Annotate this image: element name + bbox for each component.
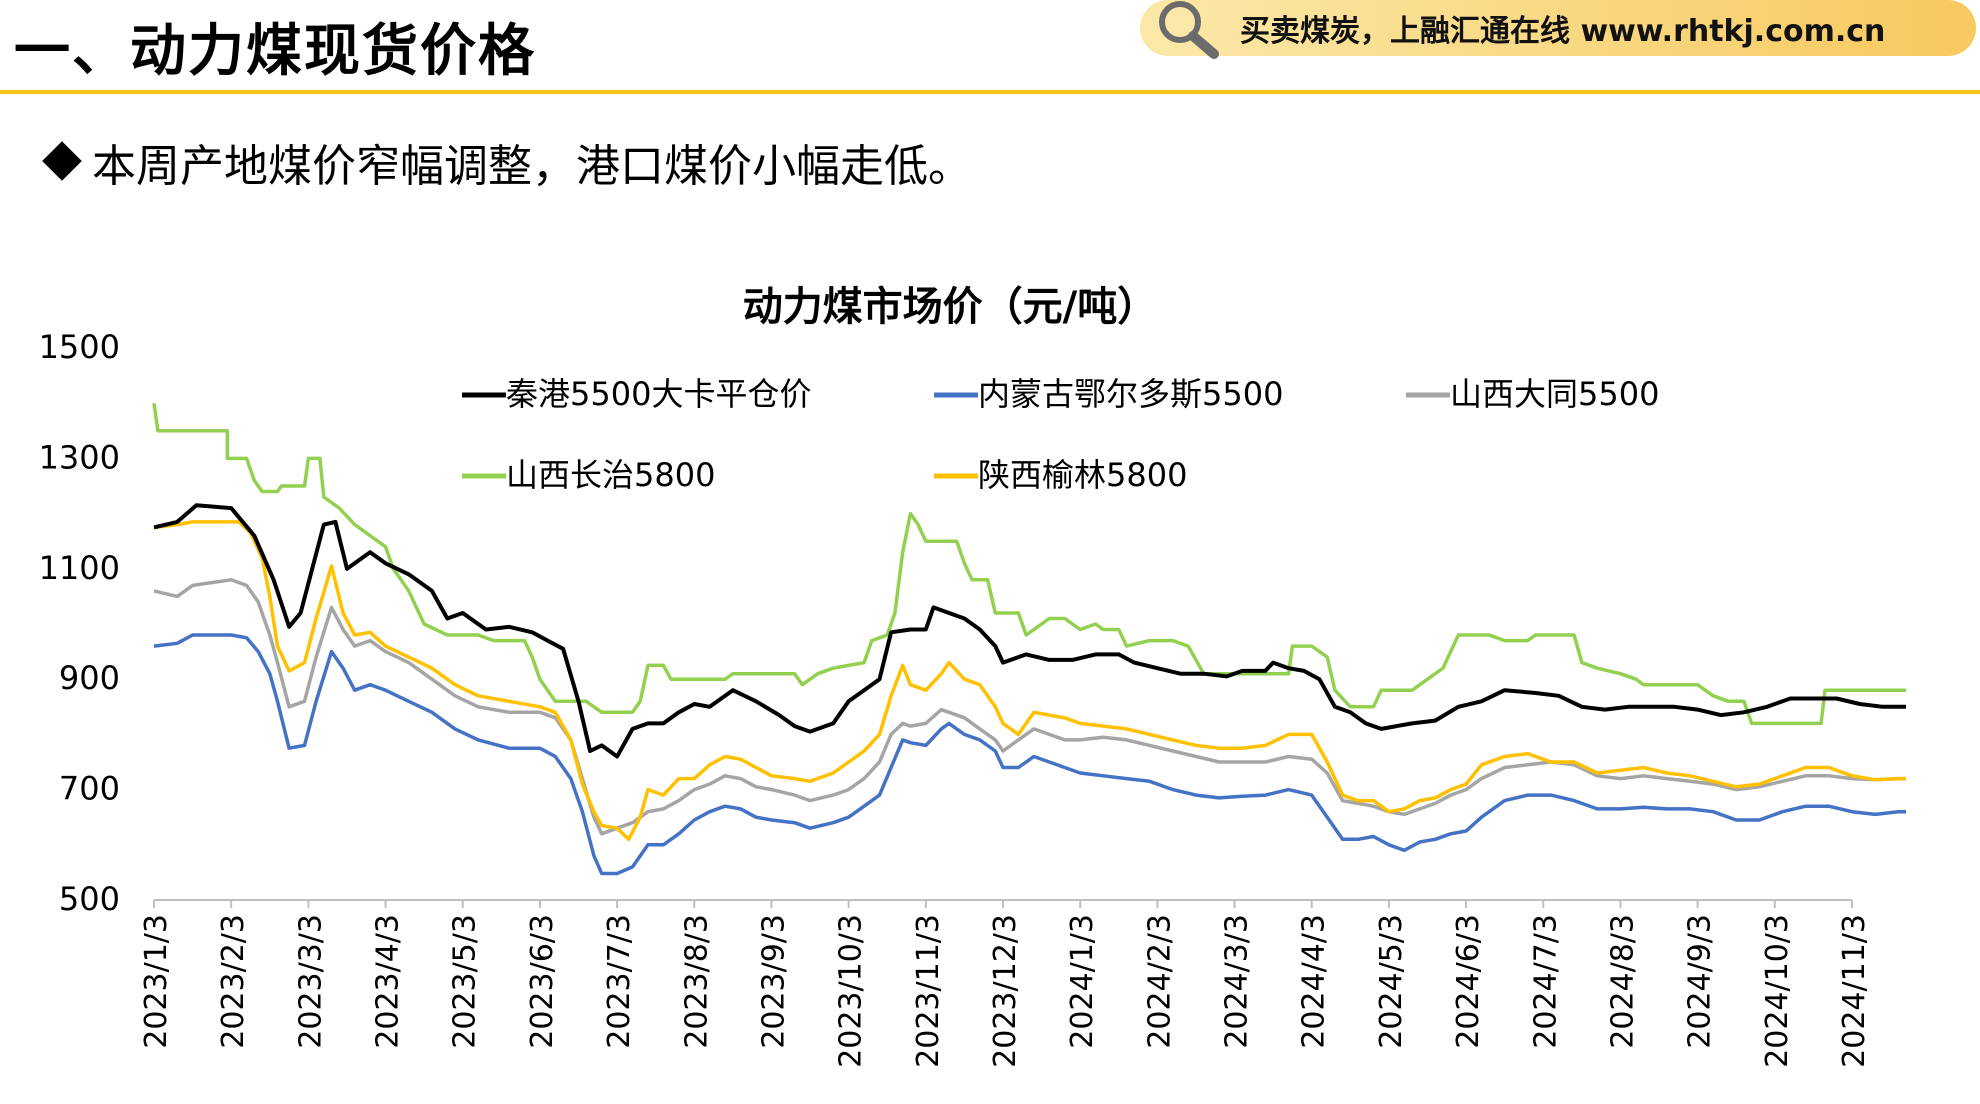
x-tick-label: 2023/5/3 [448, 914, 483, 1049]
series-lines [152, 402, 1906, 876]
page-title: 一、动力煤现货价格 [14, 19, 536, 84]
series-line-3 [152, 402, 1906, 726]
x-tick-label: 2024/5/3 [1374, 914, 1409, 1049]
y-tick-label: 900 [59, 659, 120, 697]
x-tick-label: 2024/7/3 [1528, 914, 1563, 1049]
x-tick-label: 2023/6/3 [525, 914, 560, 1049]
header-divider [0, 90, 1980, 94]
y-tick-label: 1500 [39, 328, 120, 366]
x-tick-label: 2023/8/3 [679, 914, 714, 1049]
series-line-0 [153, 503, 1906, 759]
search-banner [1140, 0, 1976, 56]
x-tick-label: 2024/4/3 [1297, 914, 1332, 1049]
x-tick-label: 2024/11/3 [1837, 914, 1872, 1068]
x-tick-label: 2023/3/3 [293, 914, 328, 1049]
series-line-2 [153, 578, 1906, 836]
x-tick-label: 2023/7/3 [602, 914, 637, 1049]
x-tick-label: 2023/9/3 [756, 914, 791, 1049]
x-tick-label: 2024/9/3 [1683, 914, 1718, 1049]
x-tick-label: 2023/12/3 [988, 914, 1023, 1068]
legend-label: 陕西榆林5800 [978, 456, 1187, 494]
legend-label: 山西大同5500 [1450, 375, 1659, 413]
y-tick-label: 500 [59, 880, 120, 918]
search-icon [1159, 1, 1219, 59]
x-tick-label: 2024/1/3 [1065, 914, 1100, 1049]
legend-label: 内蒙古鄂尔多斯5500 [978, 375, 1283, 413]
x-tick-label: 2023/10/3 [834, 914, 869, 1068]
chart-title: 动力煤市场价（元/吨） [743, 284, 1158, 330]
legend-label: 秦港5500大卡平仓价 [506, 375, 811, 413]
series-line-4 [153, 520, 1906, 842]
x-tick-label: 2024/2/3 [1142, 914, 1177, 1049]
y-axis: 500 700 900 1100 1300 1500 [39, 328, 120, 918]
chart-legend: 秦港5500大卡平仓价 内蒙古鄂尔多斯5500 山西大同5500 山西长治5800 陕西… [462, 375, 1659, 494]
series-line-1 [153, 633, 1906, 876]
x-tick-label: 2024/6/3 [1451, 914, 1486, 1049]
x-tick-label: 2023/4/3 [371, 914, 406, 1049]
x-tick-label: 2024/8/3 [1605, 914, 1640, 1049]
y-tick-label: 700 [59, 770, 120, 808]
x-tick-label: 2023/2/3 [216, 914, 251, 1049]
search-banner-text[interactable]: 买卖煤炭，上融汇通在线 www.rhtkj.com.cn [1240, 14, 1886, 49]
y-tick-label: 1100 [39, 549, 120, 587]
x-tick-label: 2023/11/3 [911, 914, 946, 1068]
x-tick-label: 2023/1/3 [139, 914, 174, 1049]
x-tick-label: 2024/3/3 [1220, 914, 1255, 1049]
price-line-chart: 动力煤市场价（元/吨） 500 700 900 1100 1300 1500 2023/1… [39, 284, 1906, 1068]
diamond-bullet-icon [42, 141, 82, 181]
bullet-line: 本周产地煤价窄幅调整，港口煤价小幅走低。 [42, 130, 972, 194]
x-axis: 2023/1/3 2023/2/3 2023/3/3 2023/4/3 2023/5/3… [139, 899, 1872, 1068]
y-tick-label: 1300 [39, 438, 120, 476]
bullet-text: 本周产地煤价窄幅调整，港口煤价小幅走低。 [92, 141, 972, 192]
x-tick-label: 2024/10/3 [1760, 914, 1795, 1068]
legend-label: 山西长治5800 [506, 456, 715, 494]
